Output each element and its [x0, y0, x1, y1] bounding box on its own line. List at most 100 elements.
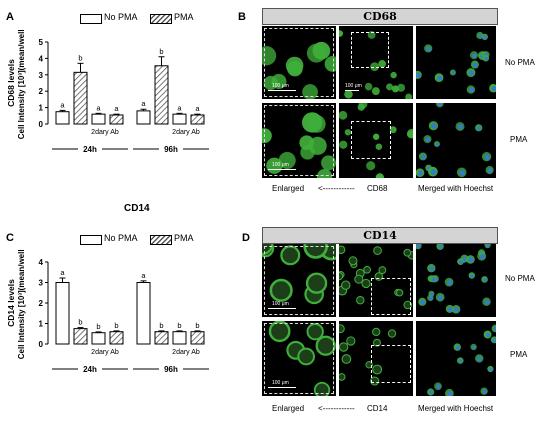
arrow-left-icon: <------------ [318, 404, 355, 413]
nucleus [431, 277, 436, 282]
nucleus [437, 103, 443, 107]
cell [372, 338, 381, 347]
cell [407, 128, 413, 139]
cell [339, 342, 349, 352]
significance-letter: b [195, 321, 199, 330]
bar [91, 113, 106, 125]
nucleus [489, 367, 493, 372]
nucleus [468, 70, 475, 76]
nucleus [492, 338, 496, 343]
cell [370, 376, 380, 386]
bar [109, 331, 124, 345]
nucleus [446, 280, 453, 286]
condition-label-no-pma: No PMA [505, 274, 535, 283]
cell [405, 93, 413, 99]
sublabel-2dary-ab: 2dary Ab [172, 349, 200, 356]
legend-label-no-pma: No PMA [104, 233, 138, 243]
nucleus [447, 391, 453, 396]
cell [395, 289, 404, 297]
cell [268, 321, 291, 343]
nucleus [470, 274, 475, 278]
significance-letter: b [78, 53, 82, 62]
micrograph-cd14-nopma-green [339, 244, 413, 317]
cell [375, 143, 383, 150]
cell [315, 335, 336, 356]
microscopy-header-cd14: CD14 [262, 227, 498, 244]
nucleus [483, 35, 488, 40]
cell [341, 354, 352, 364]
cell [373, 246, 382, 255]
micrograph-cd68-pma-enlarged: 100 μm [262, 103, 336, 178]
label-marker-cd68: CD68 [367, 184, 388, 193]
panel-letter-a: A [6, 11, 14, 23]
legend-swatch-hatched [150, 14, 172, 24]
significance-letter: a [177, 103, 182, 112]
cell [378, 60, 386, 68]
cell [313, 381, 331, 396]
cell [344, 129, 352, 136]
nucleus [428, 296, 433, 301]
cell [378, 266, 387, 275]
cell [403, 300, 413, 310]
cell [306, 323, 324, 341]
cell [339, 373, 346, 381]
cell [346, 336, 356, 346]
nucleus [491, 86, 496, 92]
label-merged-hoechst: Merged with Hoechst [418, 404, 494, 413]
significance-letter: a [60, 268, 65, 277]
y-tick-label: 3 [39, 279, 44, 288]
cell [339, 140, 348, 149]
label-marker-cd14: CD14 [367, 404, 388, 413]
cell [308, 136, 327, 155]
nucleus [438, 244, 443, 249]
condition-label-pma: PMA [510, 135, 528, 144]
group-label: 96h [164, 145, 178, 154]
nucleus [426, 46, 432, 52]
group-label: 24h [83, 145, 97, 154]
cell [305, 272, 328, 294]
micrograph-cd68-nopma-green: 100 μm [339, 26, 413, 99]
cell [390, 71, 397, 79]
micrograph-cd68-nopma-enlarged: 100 μm [262, 26, 336, 99]
nucleus [484, 299, 490, 305]
nucleus [468, 87, 474, 93]
cell [269, 278, 293, 302]
nucleus [472, 53, 477, 59]
nucleus [455, 345, 461, 350]
legend-swatch-open [80, 14, 102, 24]
cell [403, 248, 412, 257]
panel-letter-d: D [242, 232, 250, 244]
cell [280, 245, 301, 266]
bar [91, 332, 106, 345]
nucleus [453, 307, 460, 313]
nucleus [417, 170, 424, 176]
significance-letter: a [195, 104, 200, 113]
condition-label-no-pma: No PMA [505, 58, 535, 67]
nucleus [483, 277, 488, 282]
bar [55, 111, 70, 125]
cell [302, 84, 318, 99]
nucleus [425, 137, 431, 143]
legend-label-no-pma: No PMA [104, 12, 138, 22]
nucleus [477, 126, 482, 131]
nucleus [473, 62, 478, 68]
label-enlarged: Enlarged [272, 184, 305, 193]
nucleus [430, 169, 437, 176]
y-tick-label: 3 [39, 71, 44, 80]
significance-letter: b [114, 321, 118, 330]
micrograph-cd68-pma-merged [416, 103, 496, 178]
y-tick-label: 1 [39, 320, 44, 329]
bar [55, 282, 70, 345]
bar [109, 114, 124, 125]
y-axis-label: Cell Intensity [10³](mean/well) [17, 30, 26, 139]
y-axis-label: CD14 levels [6, 279, 16, 327]
significance-letter: a [96, 103, 101, 112]
nucleus [420, 299, 426, 305]
significance-letter: b [159, 321, 163, 330]
bar [136, 282, 151, 345]
cell [354, 274, 364, 284]
bar [136, 110, 151, 125]
chart-title-cd14: CD14 [124, 203, 150, 214]
bar [154, 331, 169, 345]
nucleus [472, 345, 477, 350]
